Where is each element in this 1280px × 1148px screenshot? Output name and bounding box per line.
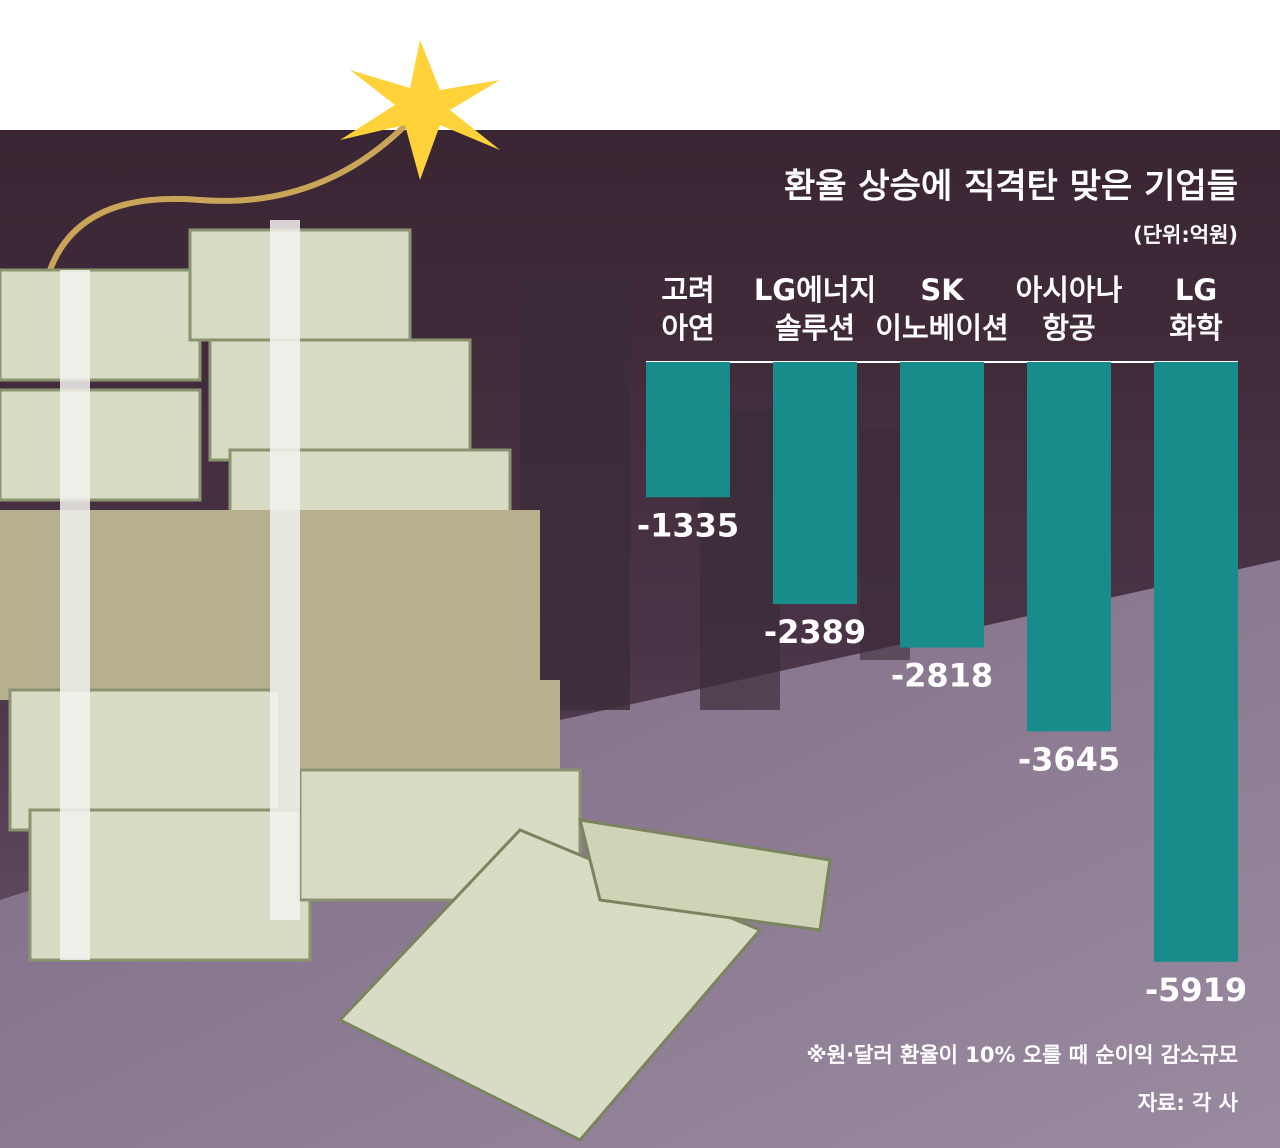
footnote: ※원·달러 환율이 10% 오를 때 순이익 감소규모 (806, 1043, 1238, 1067)
bar (900, 362, 984, 648)
money-illustration (0, 40, 832, 1142)
category-label: LG에너지 (754, 273, 876, 307)
category-label: SK (920, 273, 965, 307)
value-label: -5919 (1145, 971, 1247, 1009)
category-label: 항공 (1042, 311, 1095, 345)
category-label: 고려 (661, 273, 714, 307)
chart-title: 환율 상승에 직격탄 맞은 기업들 (784, 167, 1238, 207)
category-label: 화학 (1169, 311, 1223, 345)
bar (773, 362, 857, 605)
source: 자료: 각 사 (1138, 1091, 1239, 1115)
bar (1027, 362, 1111, 732)
value-label: -1335 (637, 506, 739, 544)
category-label: 이노베이션 (875, 311, 1008, 345)
bar (1154, 362, 1238, 962)
unit-label: (단위:억원) (1133, 223, 1238, 247)
value-label: -2389 (764, 613, 866, 651)
category-label: LG (1175, 273, 1217, 307)
bar (646, 362, 730, 498)
category-label: 솔루션 (775, 311, 855, 345)
value-label: -3645 (1018, 740, 1120, 778)
category-label: 아연 (661, 311, 714, 345)
category-label: 아시아나 (1016, 273, 1123, 307)
value-label: -2818 (891, 657, 993, 695)
